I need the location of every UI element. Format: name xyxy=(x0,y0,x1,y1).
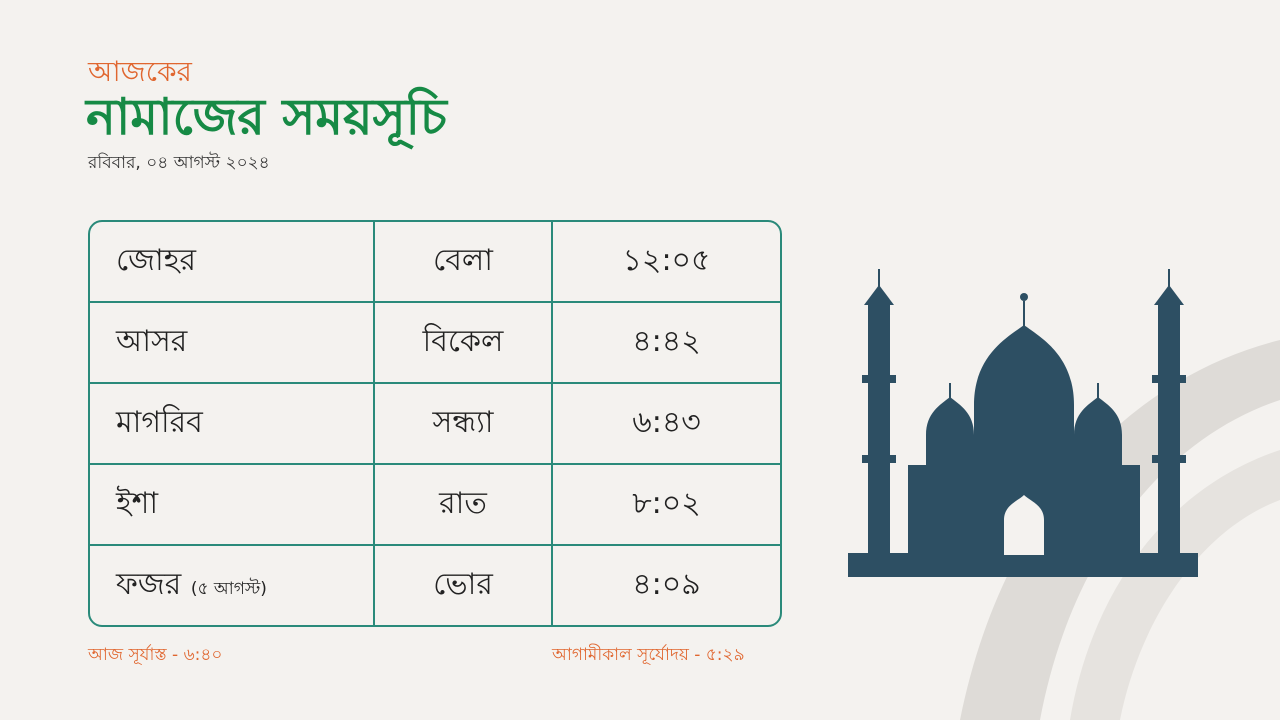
prayer-time: ৮:০২ xyxy=(553,465,780,546)
prayer-time: ৪:৪২ xyxy=(553,303,780,384)
prayer-name: আসর xyxy=(90,303,375,384)
prayer-time: ৪:০৯ xyxy=(632,567,701,602)
prayer-period: ভোর xyxy=(375,546,553,625)
prayer-period: বিকেল xyxy=(375,303,553,384)
prayer-name: জোহর xyxy=(90,222,375,303)
table-row: ফজর (৫ আগস্ট) ভোর ৪:০৯ xyxy=(90,546,780,625)
prayer-name-cell: ফজর (৫ আগস্ট) xyxy=(90,546,375,625)
prayer-period: বেলা xyxy=(375,222,553,303)
prayer-name: মাগরিব xyxy=(90,384,375,465)
prayer-times-table: জোহর বেলা ১২:০৫ আসর বিকেল ৪:৪২ মাগরিব সন… xyxy=(88,220,782,627)
mosque-icon xyxy=(848,269,1198,577)
sunrise-text: আগামীকাল সূর্যোদয় - ৫:২৯ xyxy=(552,645,745,665)
table-row: আসর বিকেল ৪:৪২ xyxy=(90,303,780,384)
table-row: জোহর বেলা ১২:০৫ xyxy=(90,222,780,303)
prayer-time: ৬:৪৩ xyxy=(553,384,780,465)
prayer-time: ১২:০৫ xyxy=(553,222,780,303)
prayer-period: রাত xyxy=(375,465,553,546)
decorative-swoosh xyxy=(960,340,1280,720)
kicker-text: আজকের xyxy=(88,55,192,88)
prayer-date-note: (৫ আগস্ট) xyxy=(190,579,267,599)
prayer-name: ফজর xyxy=(116,567,182,602)
table-row: ইশা রাত ৮:০২ xyxy=(90,465,780,546)
sunset-text: আজ সূর্যাস্ত - ৬:৪০ xyxy=(88,645,223,665)
page-title: নামাজের সময়সূচি xyxy=(86,88,447,146)
table-row: মাগরিব সন্ধ্যা ৬:৪৩ xyxy=(90,384,780,465)
date-text: রবিবার, ০৪ আগস্ট ২০২৪ xyxy=(88,153,270,173)
prayer-name: ইশা xyxy=(90,465,375,546)
prayer-period: সন্ধ্যা xyxy=(375,384,553,465)
